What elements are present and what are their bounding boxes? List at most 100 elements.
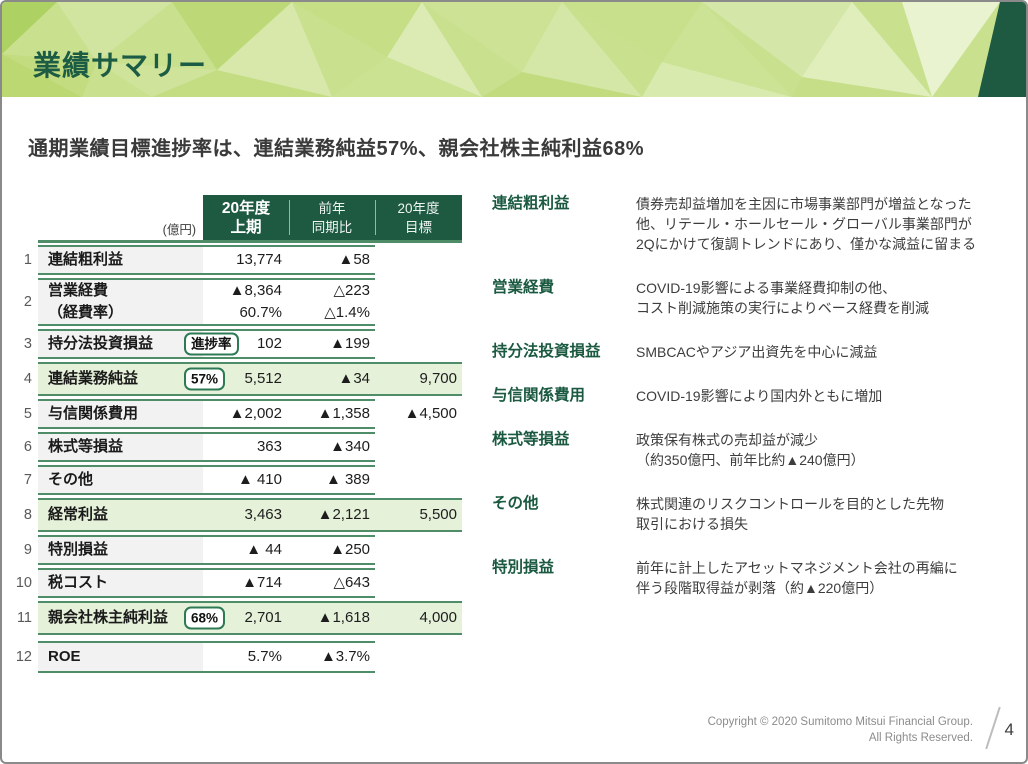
row-label-cell: 経常利益 bbox=[38, 498, 203, 532]
cell-value: ▲3.7% bbox=[320, 648, 370, 665]
table-row: 8 経常利益 3,463 ▲2,121 5,500 bbox=[24, 498, 462, 532]
cell-value: ▲714 bbox=[242, 574, 282, 591]
row-number: 4 bbox=[23, 371, 32, 387]
copyright-text: Copyright © 2020 Sumitomo Mitsui Financi… bbox=[708, 714, 973, 746]
row-number: 2 bbox=[23, 294, 32, 310]
column-header-fy20-h1: 20年度 上期 bbox=[221, 199, 271, 236]
cell-value: 2,701 bbox=[244, 609, 282, 626]
commentary-item: 持分法投資損益 SMBCACやアジア出資先を中心に減益 bbox=[492, 342, 1000, 362]
commentary-term: その他 bbox=[492, 495, 539, 512]
row-number: 3 bbox=[23, 336, 32, 352]
cell-fy20-h1: 3,463 bbox=[203, 504, 289, 526]
cell-fy20-h1: 102 bbox=[203, 333, 289, 355]
cell-yoy: ▲2,121 bbox=[289, 504, 375, 526]
commentary-list: 連結粗利益 債券売却益増加を主因に市場事業部門が増益となった 他、リテール・ホール… bbox=[492, 194, 1000, 622]
row-label: ROE bbox=[48, 648, 81, 665]
row-label-cell: 税コスト bbox=[38, 568, 203, 598]
commentary-description: SMBCACやアジア出資先を中心に減益 bbox=[636, 344, 878, 360]
commentary-item: その他 株式関連のリスクコントロールを目的とした先物 取引における損失 bbox=[492, 494, 1000, 534]
row-label: 連結粗利益 bbox=[48, 251, 124, 268]
cell-value: ▲34 bbox=[338, 370, 370, 387]
commentary-item: 特別損益 前年に計上したアセットマネジメント会社の再編に 伴う段階取得益が剥落（約… bbox=[492, 558, 1000, 598]
column-header-yoy: 前年 同期比 bbox=[289, 195, 375, 240]
commentary-description: COVID-19影響により国内外ともに増加 bbox=[636, 388, 883, 404]
cell-value: △223 bbox=[333, 282, 370, 299]
cell-subvalue: △1.4% bbox=[324, 304, 370, 321]
commentary-description: 株式関連のリスクコントロールを目的とした先物 取引における損失 bbox=[636, 496, 944, 532]
cell-yoy: ▲340 bbox=[289, 436, 375, 458]
commentary-description: 前年に計上したアセットマネジメント会社の再編に 伴う段階取得益が剥落（約▲220… bbox=[636, 560, 958, 596]
row-label-cell: その他 bbox=[38, 465, 203, 495]
commentary-term: 持分法投資損益 bbox=[492, 343, 601, 360]
row-number: 6 bbox=[23, 439, 32, 455]
cell-fy20-h1: 13,774 bbox=[203, 249, 289, 271]
cell-yoy: ▲1,618 bbox=[289, 607, 375, 629]
commentary-term: 連結粗利益 bbox=[492, 195, 570, 212]
commentary-item: 株式等損益 政策保有株式の売却益が減少 （約350億円、前年比約▲240億円） bbox=[492, 430, 1000, 470]
row-label: 与信関係費用 bbox=[48, 405, 139, 422]
page-divider-slash bbox=[985, 706, 1001, 750]
cell-value: ▲ 44 bbox=[246, 541, 282, 558]
cell-yoy: △223 △1.4% bbox=[289, 280, 375, 324]
row-number: 8 bbox=[23, 507, 32, 523]
page-number: 4 bbox=[1004, 720, 1014, 739]
cell-value: ▲340 bbox=[330, 438, 370, 455]
commentary-item: 与信関係費用 COVID-19影響により国内外ともに増加 bbox=[492, 386, 1000, 406]
cell-value: 102 bbox=[256, 335, 282, 352]
cell-value: 3,463 bbox=[244, 506, 282, 523]
cell-fy20-h1: ▲ 410 bbox=[203, 469, 289, 491]
table-row: 12 ROE 5.7% ▲3.7% bbox=[16, 641, 462, 673]
progress-badge: 68% bbox=[184, 606, 226, 630]
cell-value: 13,774 bbox=[236, 251, 282, 268]
cell-target: ▲4,500 bbox=[375, 403, 462, 425]
cell-value: ▲2,121 bbox=[317, 506, 370, 523]
cell-value: ▲ 389 bbox=[325, 471, 370, 488]
progress-badge: 進捗率 bbox=[184, 332, 239, 356]
cell-fy20-h1: 2,701 bbox=[203, 607, 289, 629]
commentary-description: 債券売却益増加を主因に市場事業部門が増益となった 他、リテール・ホールセール・グ… bbox=[636, 196, 977, 252]
commentary-description: COVID-19影響による事業経費抑制の他、 コスト削減施策の実行によりベース経… bbox=[636, 280, 930, 316]
table-header-underline bbox=[38, 240, 462, 243]
cell-value: ▲4,500 bbox=[404, 405, 457, 422]
table-body: 1 連結粗利益 13,774 ▲58 2 営業経費 （経費率） ▲8,364 60.7% △223… bbox=[16, 244, 462, 673]
row-number: 9 bbox=[23, 542, 32, 558]
cell-target: 9,700 bbox=[375, 368, 462, 390]
commentary-item: 連結粗利益 債券売却益増加を主因に市場事業部門が増益となった 他、リテール・ホール… bbox=[492, 194, 1000, 254]
row-label: 連結業務純益 bbox=[48, 370, 139, 387]
unit-label: (億円) bbox=[162, 223, 196, 237]
row-label: 特別損益 bbox=[48, 541, 109, 558]
commentary-term: 特別損益 bbox=[492, 559, 555, 576]
row-number: 1 bbox=[23, 252, 32, 268]
cell-value: △643 bbox=[333, 574, 370, 591]
table-row: 3 持分法投資損益 102 ▲199 進捗率 bbox=[24, 329, 462, 359]
table-row: 5 与信関係費用 ▲2,002 ▲1,358 ▲4,500 bbox=[24, 399, 462, 429]
row-label-cell: 特別損益 bbox=[38, 535, 203, 565]
table-row: 2 営業経費 （経費率） ▲8,364 60.7% △223 △1.4% bbox=[24, 278, 462, 326]
cell-fy20-h1: 5.7% bbox=[203, 646, 289, 668]
commentary-term: 営業経費 bbox=[492, 279, 555, 296]
cell-yoy: ▲34 bbox=[289, 368, 375, 390]
row-label: 持分法投資損益 bbox=[48, 335, 154, 352]
row-label-cell: 与信関係費用 bbox=[38, 399, 203, 429]
cell-subvalue: 60.7% bbox=[239, 304, 282, 321]
cell-value: ▲ 410 bbox=[237, 471, 282, 488]
cell-value: 363 bbox=[256, 438, 282, 455]
row-label: 株式等損益 bbox=[48, 438, 124, 455]
cell-target: 5,500 bbox=[375, 504, 462, 526]
commentary-item: 営業経費 COVID-19影響による事業経費抑制の他、 コスト削減施策の実行により… bbox=[492, 278, 1000, 318]
table-row: 11 親会社株主純利益 2,701 ▲1,618 4,000 68% bbox=[17, 601, 462, 635]
cell-yoy: ▲ 389 bbox=[289, 469, 375, 491]
title-banner: 業績サマリー bbox=[2, 2, 1026, 97]
commentary-term: 与信関係費用 bbox=[492, 387, 586, 404]
row-label-cell: 連結粗利益 bbox=[38, 245, 203, 275]
row-label: 親会社株主純利益 bbox=[48, 609, 169, 626]
cell-yoy: ▲1,358 bbox=[289, 403, 375, 425]
cell-value: 5,500 bbox=[419, 506, 457, 523]
cell-value: 9,700 bbox=[419, 370, 457, 387]
row-label-cell: 連結業務純益 bbox=[38, 362, 203, 396]
cell-target: 4,000 bbox=[375, 607, 462, 629]
row-label-cell: 株式等損益 bbox=[38, 432, 203, 462]
cell-yoy: ▲58 bbox=[289, 249, 375, 271]
cell-value: 4,000 bbox=[419, 609, 457, 626]
